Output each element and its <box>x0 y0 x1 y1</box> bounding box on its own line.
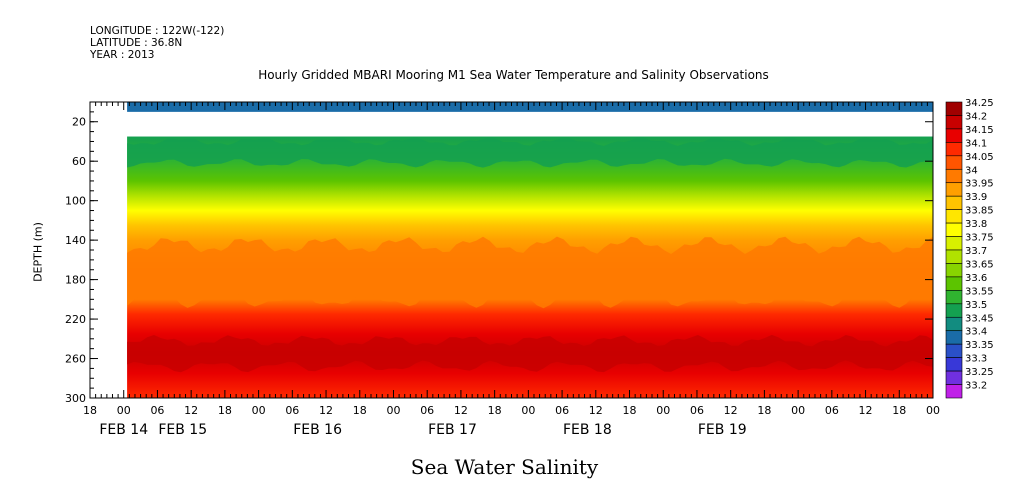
x-tick-label: 06 <box>420 404 434 417</box>
date-label: FEB 15 <box>158 422 207 438</box>
colorbar-label: 33.5 <box>965 300 987 311</box>
colorbar-label: 34.2 <box>965 111 987 122</box>
longitude-label: LONGITUDE : 122W(-122) <box>90 25 225 37</box>
x-tick-label: 00 <box>521 404 535 417</box>
colorbar-label: 34 <box>965 165 978 176</box>
colorbar-swatch <box>945 142 963 157</box>
x-tick-label: 06 <box>825 404 839 417</box>
colorbar-swatch <box>945 276 963 291</box>
x-tick-label: 18 <box>488 404 502 417</box>
colorbar-label: 33.2 <box>965 381 987 392</box>
date-label: FEB 14 <box>99 422 148 438</box>
colorbar-label: 34.25 <box>965 98 994 109</box>
x-tick-label: 06 <box>555 404 569 417</box>
colorbar-label: 33.55 <box>965 286 994 297</box>
latitude-label: LATITUDE : 36.8N <box>90 37 183 49</box>
colorbar-label: 33.95 <box>965 179 994 190</box>
x-tick-label: 06 <box>690 404 704 417</box>
colorbar-label: 33.6 <box>965 273 987 284</box>
x-tick-label: 00 <box>386 404 400 417</box>
colorbar-label: 33.85 <box>965 206 994 217</box>
year-label: YEAR : 2013 <box>90 49 155 61</box>
colorbar-swatch <box>945 128 963 143</box>
colorbar-swatch <box>945 357 963 372</box>
colorbar-swatch <box>945 222 963 237</box>
x-tick-label: 18 <box>83 404 97 417</box>
y-tick-label: 300 <box>65 392 86 405</box>
date-label: FEB 19 <box>698 422 747 438</box>
plot-area <box>127 102 933 398</box>
x-tick-label: 00 <box>252 404 266 417</box>
y-tick-label: 260 <box>65 353 86 366</box>
contour-band-upper <box>127 137 933 168</box>
date-label: FEB 16 <box>293 422 342 438</box>
contour-band-mid <box>127 236 933 309</box>
y-tick-label: 20 <box>72 116 86 129</box>
y-tick-label: 180 <box>65 274 86 287</box>
colorbar-swatch <box>945 316 963 332</box>
x-tick-label: 18 <box>623 404 637 417</box>
colorbar-label: 33.65 <box>965 259 994 270</box>
colorbar-swatch <box>945 101 963 116</box>
colorbar-label: 33.7 <box>965 246 987 257</box>
x-tick-label: 06 <box>150 404 164 417</box>
colorbar-swatch <box>945 343 963 358</box>
x-tick-label: 00 <box>117 404 131 417</box>
colorbar-swatch <box>945 303 963 318</box>
colorbar-label: 33.8 <box>965 219 987 230</box>
colorbar-label: 34.05 <box>965 152 994 163</box>
x-tick-label: 12 <box>319 404 333 417</box>
colorbar-swatch <box>945 155 963 170</box>
colorbar-label: 33.3 <box>965 354 987 365</box>
colorbar-label: 33.25 <box>965 367 994 378</box>
contour-band-core <box>127 334 933 373</box>
y-tick-label: 220 <box>65 313 86 326</box>
colorbar-swatch <box>945 330 963 345</box>
colorbar-label: 33.75 <box>965 233 994 244</box>
x-tick-label: 06 <box>285 404 299 417</box>
x-tick-label: 00 <box>656 404 670 417</box>
x-tick-label: 18 <box>757 404 771 417</box>
colorbar-swatch <box>945 168 963 184</box>
y-tick-label: 60 <box>72 155 86 168</box>
date-label: FEB 17 <box>428 422 477 438</box>
y-tick-label: 100 <box>65 195 86 208</box>
x-tick-label: 12 <box>454 404 468 417</box>
colorbar-swatch <box>945 290 963 305</box>
colorbar-label: 34.1 <box>965 138 987 149</box>
colorbar-label: 33.35 <box>965 340 994 351</box>
x-tick-label: 18 <box>892 404 906 417</box>
colorbar-label: 33.4 <box>965 327 987 338</box>
date-label: FEB 18 <box>563 422 612 438</box>
x-tick-label: 18 <box>218 404 232 417</box>
colorbar-swatch <box>945 195 963 210</box>
x-tick-label: 12 <box>589 404 603 417</box>
colorbar-swatch <box>945 263 963 278</box>
colorbar-label: 33.9 <box>965 192 987 203</box>
y-tick-label: 140 <box>65 234 86 247</box>
colorbar-swatch <box>945 249 963 264</box>
colorbar-swatch <box>945 370 963 385</box>
colorbar-label: 33.45 <box>965 313 994 324</box>
x-tick-label: 00 <box>791 404 805 417</box>
x-tick-label: 12 <box>859 404 873 417</box>
colorbar-swatch <box>945 115 963 130</box>
x-tick-label: 00 <box>926 404 940 417</box>
surface-layer <box>127 102 933 112</box>
x-tick-label: 12 <box>184 404 198 417</box>
colorbar-swatch <box>945 182 963 197</box>
colorbar-swatch <box>945 236 963 251</box>
chart-title: Hourly Gridded MBARI Mooring M1 Sea Wate… <box>258 68 769 82</box>
colorbar: 34.25 34.2 34.15 34.1 34.05 34 33.95 33.9 33.85 3… <box>945 98 994 399</box>
variable-title: Sea Water Salinity <box>410 455 599 479</box>
colorbar-label: 34.15 <box>965 125 994 136</box>
colorbar-swatch <box>945 384 963 399</box>
colorbar-swatch <box>945 209 963 224</box>
x-tick-label: 18 <box>353 404 367 417</box>
x-tick-label: 12 <box>724 404 738 417</box>
